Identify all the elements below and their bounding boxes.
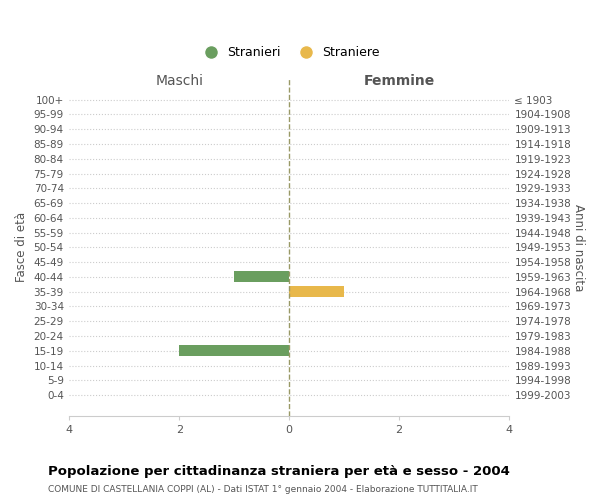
Legend: Stranieri, Straniere: Stranieri, Straniere (194, 41, 385, 64)
Bar (234, 272, 289, 282)
Bar (179, 346, 289, 356)
Text: Maschi: Maschi (155, 74, 203, 88)
Y-axis label: Anni di nascita: Anni di nascita (572, 204, 585, 291)
Text: Popolazione per cittadinanza straniera per età e sesso - 2004: Popolazione per cittadinanza straniera p… (48, 465, 510, 478)
Text: Femmine: Femmine (364, 74, 434, 88)
Y-axis label: Fasce di età: Fasce di età (15, 212, 28, 282)
Bar (289, 286, 344, 297)
Text: COMUNE DI CASTELLANIA COPPI (AL) - Dati ISTAT 1° gennaio 2004 - Elaborazione TUT: COMUNE DI CASTELLANIA COPPI (AL) - Dati … (48, 485, 478, 494)
